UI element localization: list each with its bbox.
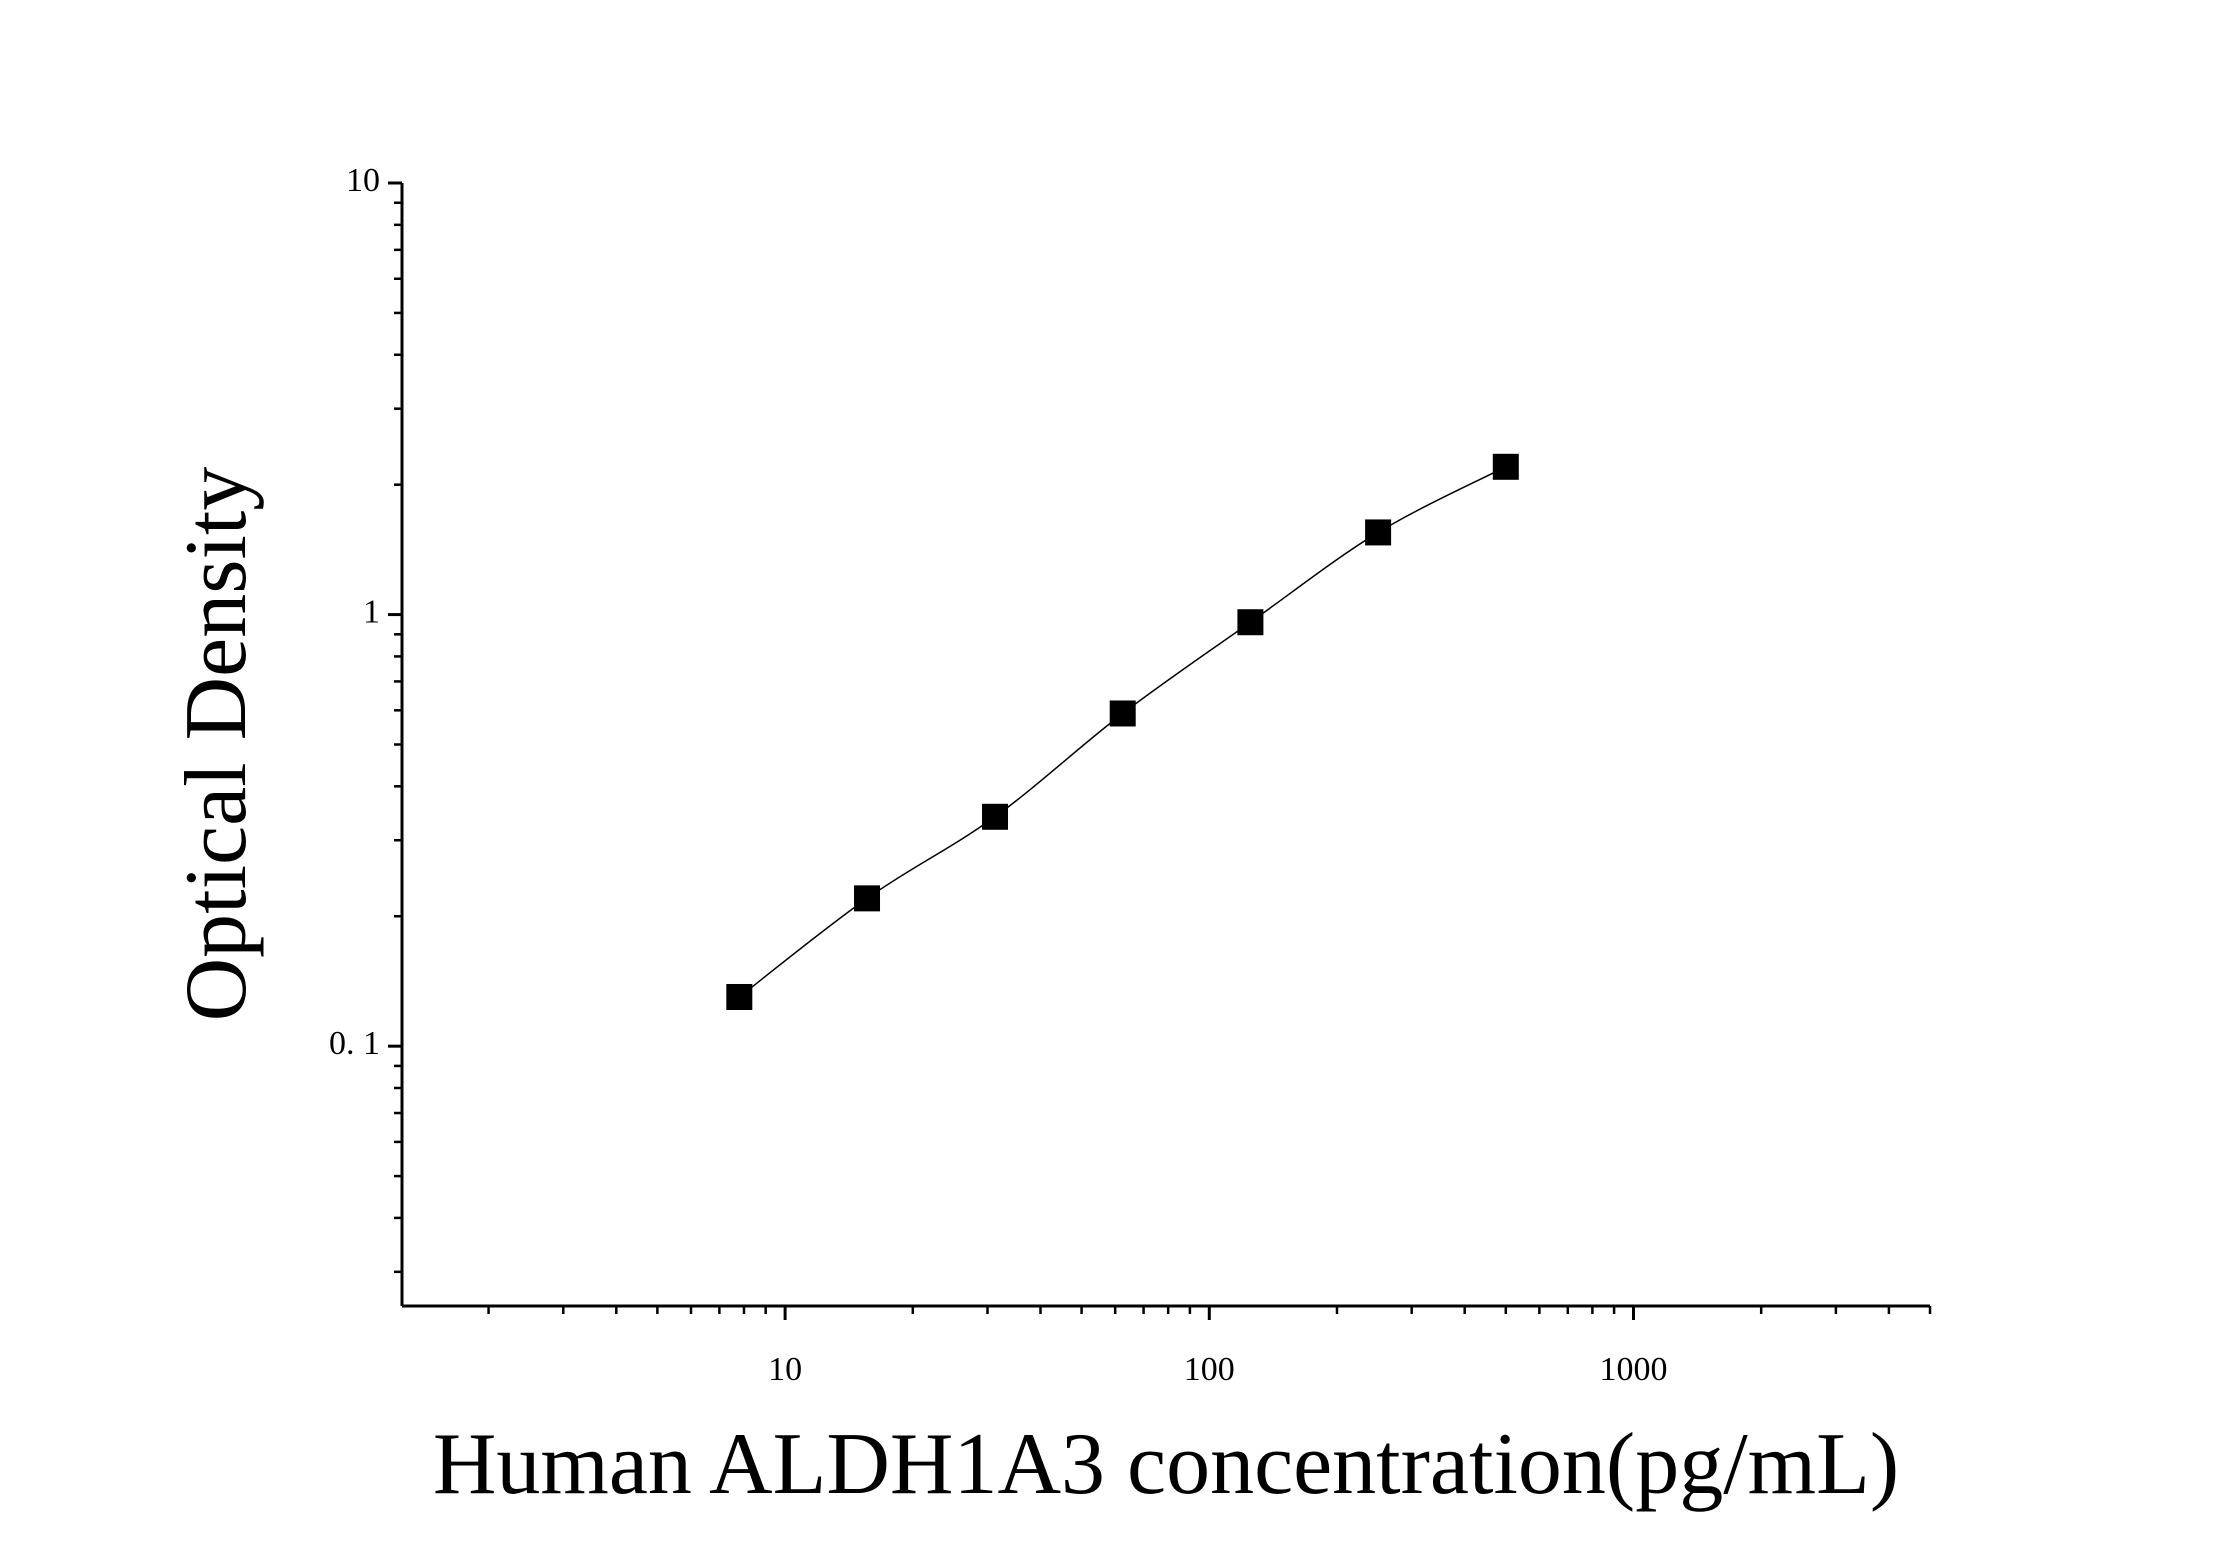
data-point xyxy=(982,803,1009,830)
x-tick-label: 100 xyxy=(1184,1351,1235,1388)
data-point xyxy=(1492,453,1519,480)
data-point xyxy=(1109,700,1136,727)
data-point xyxy=(726,983,753,1010)
y-tick-label: 1 xyxy=(363,593,380,630)
data-point xyxy=(1365,519,1392,546)
y-tick-label: 0. 1 xyxy=(329,1025,380,1062)
data-point xyxy=(1237,609,1264,636)
x-tick-label: 1000 xyxy=(1599,1351,1667,1388)
fit-curve xyxy=(738,466,1507,998)
y-axis-title: Optical Density xyxy=(168,467,265,1022)
y-tick-label: 10 xyxy=(346,162,380,199)
x-axis-title: Human ALDH1A3 concentration(pg/mL) xyxy=(433,1416,1899,1513)
data-point xyxy=(854,885,881,912)
x-tick-label: 10 xyxy=(768,1351,802,1388)
